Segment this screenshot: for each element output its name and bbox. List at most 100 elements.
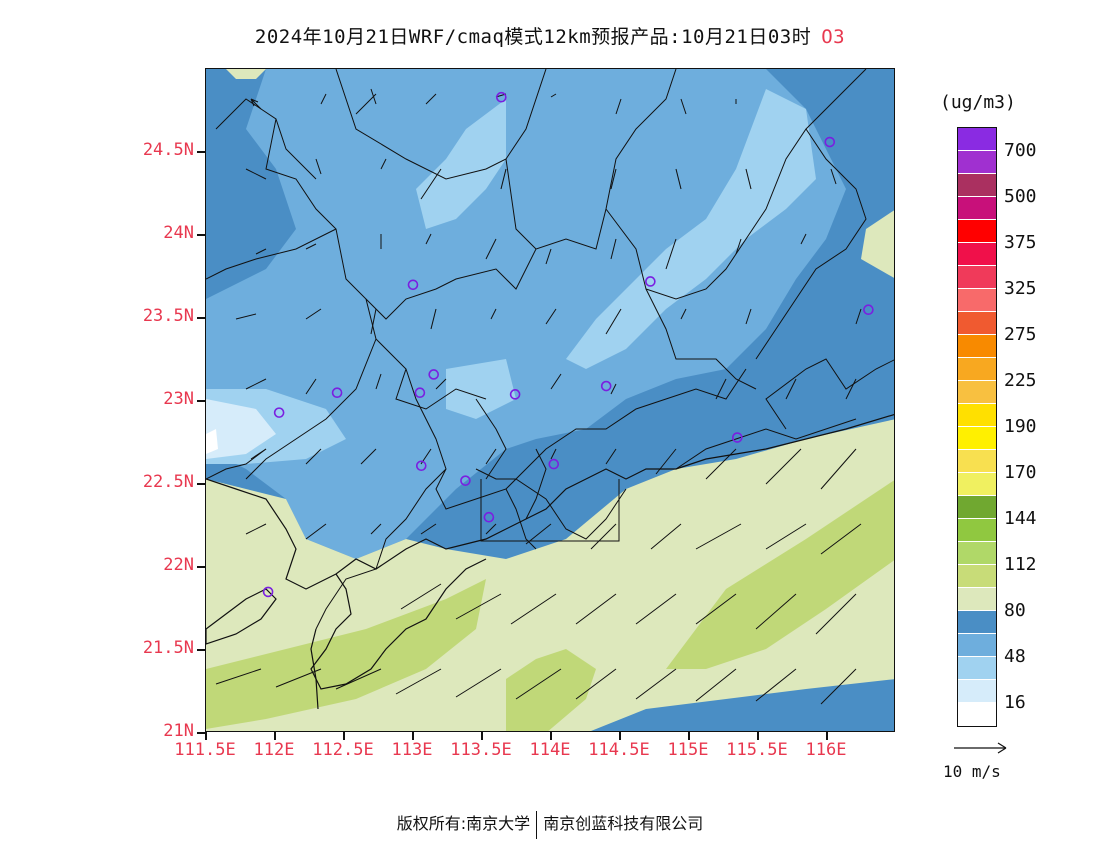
legend-label: 225 [1004,370,1037,391]
legend-swatch [958,611,996,634]
copyright-divider [536,810,538,839]
legend-label: 190 [1004,416,1037,437]
field-level-96-west [206,579,486,729]
field-level-96-center [506,649,596,731]
station-marker [600,380,612,392]
lat-label: 24.5N [142,140,194,160]
legend-swatch [958,703,996,726]
concentration-field [206,69,894,731]
color-legend [957,127,997,727]
lat-tick [197,151,205,153]
lat-label: 22N [163,555,194,575]
map-panel[interactable] [205,68,895,732]
station-marker [509,389,521,400]
legend-swatch [958,450,996,473]
lon-tick [757,732,759,740]
lon-label: 112.5E [312,740,374,760]
legend-label: 112 [1004,554,1037,575]
title-text: 2024年10月21日WRF/cmaq模式12km预报产品:10月21日03时 [254,26,812,48]
field-level-32-north [416,99,506,229]
legend-label: 48 [1004,646,1026,667]
field-level-16 [206,399,276,459]
lon-label: 114.5E [588,740,650,760]
legend-swatch [958,312,996,335]
lat-tick [197,400,205,402]
legend-swatch [958,634,996,657]
station-marker [331,387,343,399]
wind-vectors [215,88,862,705]
lat-label: 23N [163,389,194,409]
legend-swatch [958,243,996,266]
lon-label: 115E [667,740,709,760]
station-marker [548,458,560,470]
legend-label: 80 [1004,600,1026,621]
lon-tick [688,732,690,740]
lat-label: 21.5N [142,638,194,658]
copyright-left: 版权所有:南京大学 [396,814,531,833]
legend-swatch [958,289,996,312]
station-marker [428,369,439,380]
legend-swatch [958,519,996,542]
lat-label: 23.5N [142,306,194,326]
lat-label: 21N [163,721,194,741]
lat-label: 24N [163,223,194,243]
chart-title: 2024年10月21日WRF/cmaq模式12km预报产品:10月21日03时 O… [0,22,1100,49]
legend-label: 325 [1004,278,1037,299]
lon-label: 112E [253,740,295,760]
field-level-0 [206,429,218,454]
lon-tick [343,732,345,740]
legend-swatch [958,404,996,427]
legend-swatch [958,358,996,381]
field-level-32-mid [446,359,516,419]
lon-tick [481,732,483,740]
station-marker [273,407,285,418]
lat-label: 22.5N [142,472,194,492]
lat-tick [197,234,205,236]
legend-swatch [958,427,996,450]
station-marker [645,276,656,287]
station-marker [496,91,507,103]
legend-label: 275 [1004,324,1037,345]
field-level-32-east [566,89,816,369]
station-marker [415,460,427,472]
station-marker [262,586,274,598]
lon-label: 114E [529,740,571,760]
legend-swatch [958,174,996,197]
lat-tick [197,317,205,319]
station-marker [460,475,471,486]
lon-tick [619,732,621,740]
legend-label: 170 [1004,462,1037,483]
lon-label: 113E [391,740,433,760]
station-markers [262,91,874,598]
legend-swatch [958,381,996,404]
lon-tick [550,732,552,740]
legend-swatch [958,128,996,151]
copyright-footer: 版权所有:南京大学 南京创蓝科技有限公司 [0,810,1100,839]
legend-swatch [958,197,996,220]
legend-unit: (ug/m3) [940,92,1016,113]
lon-tick [205,732,207,740]
field-level-48 [206,69,846,559]
field-level-96-east [666,480,894,669]
legend-swatch [958,335,996,358]
station-marker [407,279,419,291]
lon-label: 113.5E [450,740,512,760]
station-marker [414,387,426,399]
legend-swatch [958,496,996,519]
legend-label: 500 [1004,186,1037,207]
lat-tick [197,732,205,734]
station-marker [824,136,836,148]
lon-tick [826,732,828,740]
lon-tick [274,732,276,740]
lat-tick [197,566,205,568]
lon-label: 115.5E [726,740,788,760]
legend-swatch [958,266,996,289]
legend-label: 375 [1004,232,1037,253]
species-label: O3 [821,26,846,48]
legend-swatch [958,588,996,611]
legend-swatch [958,542,996,565]
lon-tick [412,732,414,740]
legend-label: 144 [1004,508,1037,529]
lat-tick [197,483,205,485]
legend-swatch [958,473,996,496]
